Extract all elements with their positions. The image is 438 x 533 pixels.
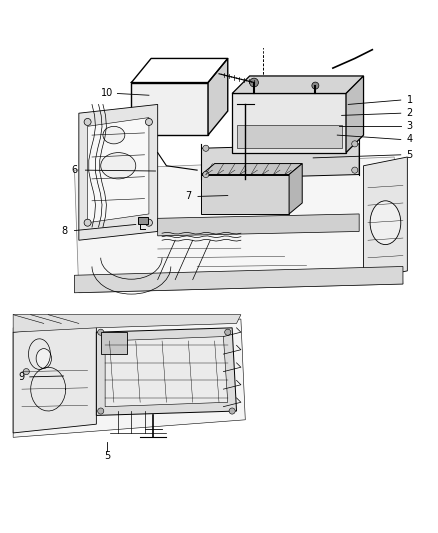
Text: 1: 1 [406,95,413,105]
Text: 9: 9 [19,372,25,382]
Text: 4: 4 [406,134,413,144]
Circle shape [145,118,152,125]
Circle shape [23,368,29,375]
Circle shape [352,141,358,147]
Polygon shape [105,336,228,407]
Ellipse shape [103,126,125,144]
Text: 3: 3 [406,122,413,131]
Text: 5: 5 [104,451,110,461]
Polygon shape [74,266,403,293]
Text: 6: 6 [71,165,78,175]
Polygon shape [201,144,359,179]
Polygon shape [232,76,364,93]
Polygon shape [201,174,289,214]
Polygon shape [88,118,149,223]
Circle shape [250,78,258,87]
Text: 10: 10 [101,88,113,99]
Circle shape [84,219,91,226]
Circle shape [203,172,209,177]
Bar [237,125,342,148]
Circle shape [225,329,231,335]
Polygon shape [13,319,245,437]
Circle shape [229,408,235,414]
Circle shape [145,219,152,226]
Ellipse shape [101,152,136,179]
Text: 8: 8 [62,225,68,236]
Bar [101,332,127,354]
Polygon shape [364,157,407,280]
Polygon shape [74,157,403,293]
Polygon shape [201,164,302,174]
Circle shape [84,118,91,125]
Circle shape [98,408,104,414]
Polygon shape [158,214,359,236]
Polygon shape [208,59,228,135]
Polygon shape [289,164,302,214]
Text: 5: 5 [406,150,413,160]
Polygon shape [346,76,364,152]
Ellipse shape [370,201,401,245]
Polygon shape [79,104,158,240]
Text: 2: 2 [406,108,413,118]
Polygon shape [96,328,237,415]
Polygon shape [13,314,241,332]
Ellipse shape [36,349,52,368]
Text: 7: 7 [185,191,191,201]
Bar [138,217,148,224]
Polygon shape [232,93,346,152]
Circle shape [352,167,358,173]
Circle shape [203,145,209,151]
Circle shape [98,329,104,335]
Polygon shape [13,324,96,433]
Polygon shape [131,83,208,135]
Circle shape [312,82,319,89]
